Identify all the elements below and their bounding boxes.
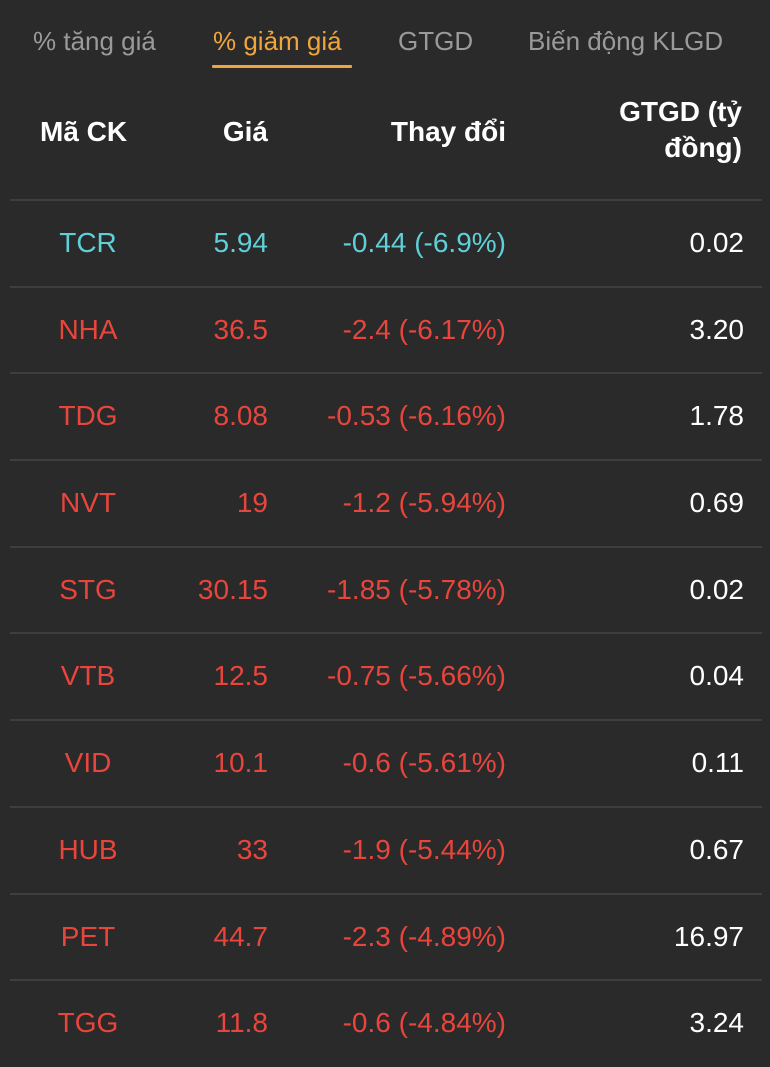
cell-change: -0.53 (-6.16%) [327,400,506,432]
cell-symbol: TCR [59,227,117,258]
column-header-change[interactable]: Thay đổi [390,116,506,147]
table-row[interactable]: TGG 11.8 -0.6 (-4.84%) 3.24 [10,979,762,1066]
cell-change: -0.75 (-5.66%) [327,660,506,692]
cell-symbol: VID [64,747,112,779]
cell-trading-value: 3.20 [689,313,745,345]
table-row[interactable]: TDG 8.08 -0.53 (-6.16%) 1.78 [10,372,762,459]
cell-change: -0.44 (-6.9%) [342,227,506,258]
cell-price: 36.5 [213,313,269,345]
cell-change: -2.3 (-4.89%) [342,920,506,952]
cell-symbol: NVT [60,487,116,519]
table-row[interactable]: TCR 5.94 -0.44 (-6.9%) 0.02 [10,199,762,286]
cell-price: 33 [236,833,268,865]
cell-trading-value: 0.69 [689,487,745,519]
table-body: TCR 5.94 -0.44 (-6.9%) 0.02 NHA 36.5 -2.4 (-6.… [10,199,762,1066]
cell-symbol: TDG [58,400,118,432]
table-row[interactable]: NVT 19 -1.2 (-5.94%) 0.69 [10,459,762,546]
tab-volume-change[interactable]: Biến động KLGD [528,26,724,56]
cell-symbol: HUB [58,833,118,865]
cell-price: 5.94 [213,227,269,258]
cell-trading-value: 3.24 [689,1007,745,1039]
cell-price: 11.8 [215,1007,268,1039]
cell-change: -1.9 (-5.44%) [342,833,506,865]
cell-change: -1.85 (-5.78%) [327,573,506,605]
tab-top-losers[interactable]: % giảm giá [213,26,342,56]
cell-symbol: PET [60,920,116,952]
cell-price: 30.15 [197,573,268,605]
table-row[interactable]: HUB 33 -1.9 (-5.44%) 0.67 [10,805,762,893]
cell-trading-value: 0.11 [691,747,744,779]
cell-trading-value: 16.97 [673,920,744,952]
column-header-trading-value[interactable]: GTGD (tỷ đồng) [619,96,742,163]
tab-top-gainers[interactable]: % tăng giá [33,26,156,56]
cell-trading-value: 0.02 [689,573,745,605]
cell-symbol: TGG [57,1007,119,1039]
cell-symbol: VTB [60,660,116,692]
cell-trading-value: 0.04 [689,660,745,692]
column-header-price[interactable]: Giá [222,116,268,147]
cell-price: 12.5 [213,660,269,692]
table-header: Mã CK Giá Thay đổi GTGD (tỷ đồng) [0,80,770,198]
table-row[interactable]: PET 44.7 -2.3 (-4.89%) 16.97 [10,892,762,980]
cell-price: 10.1 [213,747,269,779]
table-row[interactable]: NHA 36.5 -2.4 (-6.17%) 3.20 [10,285,762,373]
cell-change: -0.6 (-4.84%) [342,1007,506,1039]
column-header-symbol[interactable]: Mã CK [40,116,128,147]
cell-trading-value: 1.78 [689,400,745,432]
cell-trading-value: 0.67 [689,833,745,865]
tab-trading-value[interactable]: GTGD [398,26,474,56]
tab-bar: % tăng giá % giảm giá GTGD Biến động KLG… [0,0,770,80]
cell-trading-value: 0.02 [689,227,745,258]
cell-change: -0.6 (-5.61%) [342,747,506,779]
cell-symbol: NHA [58,313,118,345]
cell-change: -2.4 (-6.17%) [342,313,506,345]
cell-price: 8.08 [213,400,269,432]
cell-symbol: STG [59,573,117,605]
cell-price: 44.7 [213,920,269,952]
table-row[interactable]: VTB 12.5 -0.75 (-5.66%) 0.04 [10,632,762,719]
table-row[interactable]: VID 10.1 -0.6 (-5.61%) 0.11 [10,719,762,806]
active-tab-indicator [212,65,352,68]
cell-price: 19 [236,487,268,519]
table-row[interactable]: STG 30.15 -1.85 (-5.78%) 0.02 [10,545,762,633]
cell-change: -1.2 (-5.94%) [342,487,506,519]
